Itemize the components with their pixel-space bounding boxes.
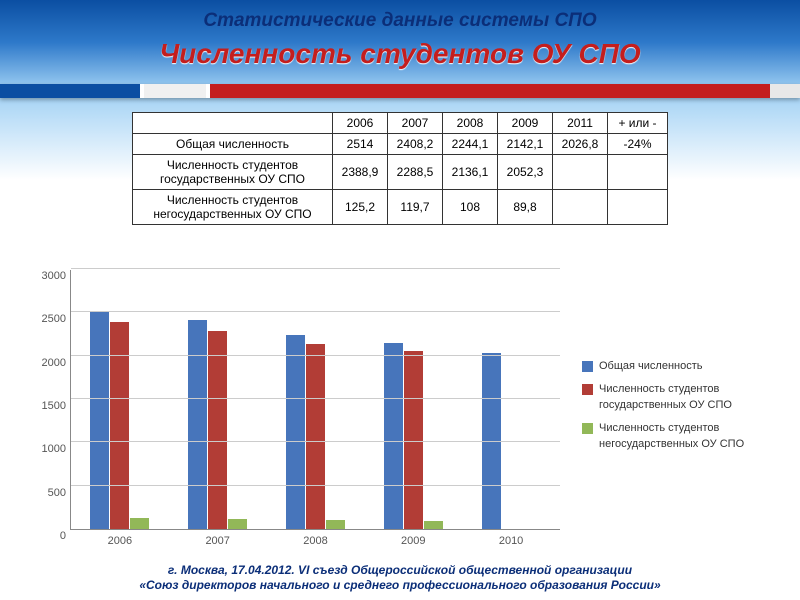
table-cell: 2408,2	[388, 134, 443, 155]
table-cell: 2136,1	[443, 155, 498, 190]
x-tick-label: 2008	[281, 535, 349, 547]
footer-line2: «Союз директоров начального и среднего п…	[0, 578, 800, 594]
x-tick-label: 2007	[184, 535, 252, 547]
x-tick-label: 2006	[86, 535, 154, 547]
table-cell: 2388,9	[333, 155, 388, 190]
bar	[404, 351, 423, 529]
table-cell: -24%	[608, 134, 668, 155]
bar	[90, 311, 109, 529]
y-tick-label: 0	[30, 530, 66, 542]
bar	[326, 520, 345, 529]
table-cell: 2288,5	[388, 155, 443, 190]
table-row: Общая численность25142408,22244,12142,12…	[133, 134, 668, 155]
bar	[384, 343, 403, 529]
bar-group	[379, 343, 447, 529]
legend-label: Численность студентов государственных ОУ…	[599, 382, 772, 413]
y-tick-label: 3000	[30, 270, 66, 282]
table-column-header: 2009	[498, 113, 553, 134]
legend-swatch	[582, 423, 593, 434]
legend-swatch	[582, 361, 593, 372]
bar	[188, 320, 207, 529]
table-cell	[553, 155, 608, 190]
x-tick-label: 2009	[379, 535, 447, 547]
table-row-header: Численность студентов государственных ОУ…	[133, 155, 333, 190]
legend-item: Общая численность	[582, 359, 772, 374]
table-row: Численность студентов негосударственных …	[133, 190, 668, 225]
legend-swatch	[582, 384, 593, 395]
x-tick-label: 2010	[477, 535, 545, 547]
bar	[110, 322, 129, 529]
table-cell: 2514	[333, 134, 388, 155]
super-title: Статистические данные системы СПО	[0, 0, 800, 32]
table-column-header: + или -	[608, 113, 668, 134]
bar	[424, 521, 443, 529]
legend-item: Численность студентов негосударственных …	[582, 421, 772, 452]
table-cell: 108	[443, 190, 498, 225]
table-row-header: Общая численность	[133, 134, 333, 155]
bar-group	[281, 335, 349, 529]
bar	[208, 331, 227, 529]
legend-item: Численность студентов государственных ОУ…	[582, 382, 772, 413]
data-table: 20062007200820092011+ или - Общая числен…	[132, 112, 668, 225]
table-cell: 2142,1	[498, 134, 553, 155]
bar	[306, 344, 325, 529]
table-cell: 2244,1	[443, 134, 498, 155]
table-column-header: 2011	[553, 113, 608, 134]
table-row-header: Численность студентов негосударственных …	[133, 190, 333, 225]
decorative-stripe	[0, 84, 800, 98]
bar	[130, 518, 149, 529]
chart-legend: Общая численность Численность студентов г…	[582, 359, 772, 460]
table-cell: 125,2	[333, 190, 388, 225]
footer-line1: г. Москва, 17.04.2012. VI съезд Общеросс…	[0, 563, 800, 579]
legend-label: Общая численность	[599, 359, 703, 374]
table-column-header: 2008	[443, 113, 498, 134]
y-tick-label: 2500	[30, 313, 66, 325]
table-column-header	[133, 113, 333, 134]
legend-label: Численность студентов негосударственных …	[599, 421, 772, 452]
table-cell: 119,7	[388, 190, 443, 225]
table-cell	[608, 190, 668, 225]
page-title: Численность студентов ОУ СПО	[0, 38, 800, 70]
bar-group	[184, 320, 252, 529]
table-column-header: 2006	[333, 113, 388, 134]
footer-text: г. Москва, 17.04.2012. VI съезд Общеросс…	[0, 563, 800, 594]
table-cell	[553, 190, 608, 225]
y-tick-label: 500	[30, 487, 66, 499]
bar	[286, 335, 305, 529]
table-cell: 2052,3	[498, 155, 553, 190]
y-tick-label: 2000	[30, 357, 66, 369]
bar-group	[86, 311, 154, 529]
table-cell	[608, 155, 668, 190]
table-row: Численность студентов государственных ОУ…	[133, 155, 668, 190]
y-tick-label: 1500	[30, 400, 66, 412]
table-column-header: 2007	[388, 113, 443, 134]
y-tick-label: 1000	[30, 443, 66, 455]
bar-chart: 0 500 1000 1500 2000 2500 3000 2006 2007 2008 200…	[30, 270, 560, 550]
table-cell: 89,8	[498, 190, 553, 225]
table-cell: 2026,8	[553, 134, 608, 155]
bar	[228, 519, 247, 529]
